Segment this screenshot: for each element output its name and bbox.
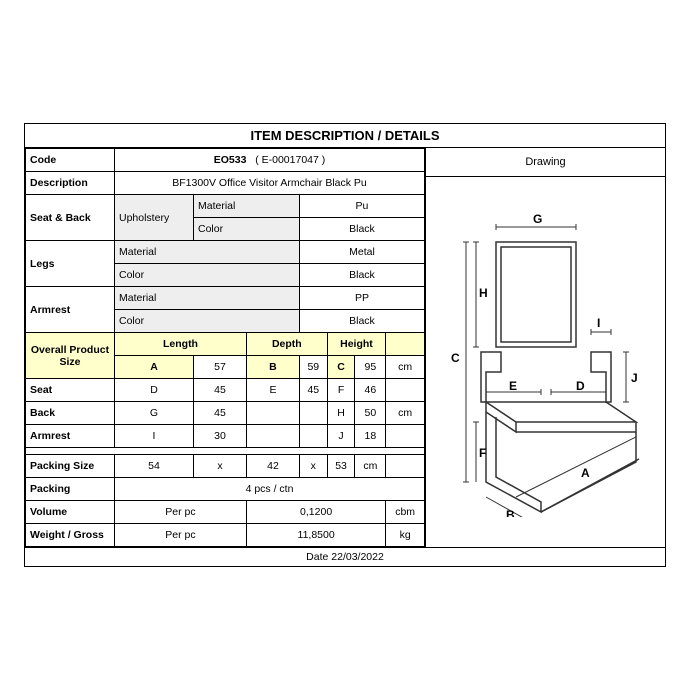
dim-Gv: 45 [194,402,247,425]
length-hdr: Length [115,333,247,356]
lbl-A: A [581,466,590,480]
legs-material-l: Material [115,241,300,264]
dim-B: B [246,356,299,379]
lbl-J: J [631,371,638,385]
blank2 [246,402,299,425]
date-row: Date 22/03/2022 [25,547,665,566]
dim-G: G [115,402,194,425]
blank5 [299,425,327,448]
depth-hdr: Depth [246,333,327,356]
sb-color-l: Color [194,218,300,241]
blank-hdr [386,333,425,356]
blank3 [299,402,327,425]
lbl-F: F [479,446,486,460]
volume-u: cbm [386,501,425,524]
upholstery-label: Upholstery [115,195,194,241]
sb-material-l: Material [194,195,300,218]
weight-l: Weight / Gross [26,524,115,547]
dim-A: A [115,356,194,379]
drawing-box: G C H F I J E D A B [426,177,665,547]
legs-color-l: Color [115,264,300,287]
dim-Iv: 30 [194,425,247,448]
weight-u: kg [386,524,425,547]
dim-D: D [115,379,194,402]
code-main: EO533 [214,154,247,166]
blank4 [246,425,299,448]
armrest-label: Armrest [26,287,115,333]
spec-table-area: Code EO533 ( E-00017047 ) Description BF… [25,148,426,547]
volume-l: Volume [26,501,115,524]
lbl-G: G [533,212,542,226]
dim-F: F [327,379,355,402]
armd-l: Armrest [26,425,115,448]
desc-label: Description [26,172,115,195]
seatback-label: Seat & Back [26,195,115,241]
lbl-H: H [479,286,488,300]
dim-Cv: 95 [355,356,386,379]
legs-label: Legs [26,241,115,287]
packsize-l: Packing Size [26,455,115,478]
dim-Ev: 45 [299,379,327,402]
lbl-I: I [597,316,600,330]
ps-c: 53 [327,455,355,478]
blank6 [386,425,425,448]
weight-v: 11,8500 [246,524,385,547]
arm-material-l: Material [115,287,300,310]
volume-v: 0,1200 [246,501,385,524]
arm-color-l: Color [115,310,300,333]
dim-cm1: cm [386,356,425,379]
spec-table: Code EO533 ( E-00017047 ) Description BF… [25,148,425,547]
arm-color-v: Black [299,310,424,333]
date-label: Date [306,551,328,563]
chair-drawing: G C H F I J E D A B [441,207,651,517]
blank1 [386,379,425,402]
lbl-D: D [576,379,585,393]
sb-color-v: Black [299,218,424,241]
desc-value: BF1300V Office Visitor Armchair Black Pu [115,172,425,195]
lbl-B: B [506,508,515,517]
ps-a: 54 [115,455,194,478]
dim-J: J [327,425,355,448]
ps-x2: x [299,455,327,478]
legs-material-v: Metal [299,241,424,264]
main-area: Code EO533 ( E-00017047 ) Description BF… [25,147,665,547]
seat-l: Seat [26,379,115,402]
sb-material-v: Pu [299,195,424,218]
sheet-title: ITEM DESCRIPTION / DETAILS [25,124,665,147]
arm-material-v: PP [299,287,424,310]
height-hdr: Height [327,333,386,356]
dim-C: C [327,356,355,379]
spacer [26,448,425,455]
dim-Fv: 46 [355,379,386,402]
lbl-E: E [509,379,517,393]
weight-per: Per pc [115,524,247,547]
drawing-area: Drawing [426,148,665,547]
packing-l: Packing [26,478,115,501]
dim-Bv: 59 [299,356,327,379]
ps-x1: x [194,455,247,478]
code-label: Code [26,149,115,172]
drawing-title: Drawing [426,148,665,177]
legs-color-v: Black [299,264,424,287]
volume-per: Per pc [115,501,247,524]
ps-unit: cm [355,455,386,478]
lbl-C: C [451,351,460,365]
code-value: EO533 ( E-00017047 ) [115,149,425,172]
dim-E: E [246,379,299,402]
dim-H: H [327,402,355,425]
blank7 [386,455,425,478]
code-alt: ( E-00017047 ) [255,154,325,166]
dim-cm2: cm [386,402,425,425]
spec-sheet: ITEM DESCRIPTION / DETAILS Code EO533 ( … [24,123,666,567]
date-value: 22/03/2022 [331,551,384,563]
dim-Jv: 18 [355,425,386,448]
dim-Hv: 50 [355,402,386,425]
packing-v: 4 pcs / ctn [115,478,425,501]
dim-I: I [115,425,194,448]
dim-Dv: 45 [194,379,247,402]
overall-label: Overall Product Size [26,333,115,379]
back-l: Back [26,402,115,425]
dim-Av: 57 [194,356,247,379]
ps-b: 42 [246,455,299,478]
